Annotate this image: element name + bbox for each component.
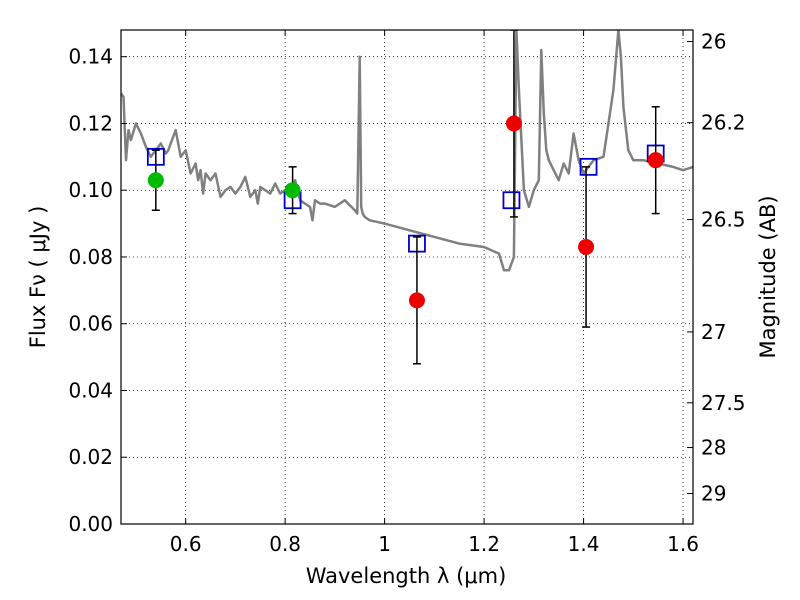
mag-tick-label: 26 (701, 30, 726, 54)
synthetic-photometry-square (579, 157, 598, 176)
mag-tick-label: 26.2 (701, 111, 746, 135)
right-axis-label: Magnitude (AB) (756, 195, 780, 358)
x-tick-label: 1.2 (468, 532, 500, 556)
mag-tick-label: 29 (701, 482, 726, 506)
observed-data-point (647, 152, 664, 169)
observed-data-point (408, 292, 425, 309)
mag-tick-label: 27.5 (701, 391, 746, 415)
plot-border (120, 29, 694, 525)
mag-tick-label: 28 (701, 436, 726, 460)
x-tick-label: 1 (378, 532, 391, 556)
model-spectrum-line (121, 30, 693, 272)
y-tick-label: 0.08 (68, 245, 113, 269)
grid-layer (121, 30, 693, 524)
mag-tick-label: 26.5 (701, 208, 746, 232)
y-tick-label: 0.06 (68, 312, 113, 336)
y-tick-label: 0.04 (68, 378, 113, 402)
y-tick-label: 0.14 (68, 45, 113, 69)
x-tick-label: 1.6 (667, 532, 699, 556)
observed-data-point (284, 182, 301, 199)
observed-data-point (578, 238, 595, 255)
y-tick-label: 0.02 (68, 445, 113, 469)
y-tick-label: 0.10 (68, 178, 113, 202)
plot-frame (120, 29, 694, 525)
x-axis-label: Wavelength λ (μm) (306, 564, 507, 588)
observed-data-point (505, 115, 522, 132)
x-tick-label: 0.8 (269, 532, 301, 556)
synthetic-photometry-square (502, 191, 521, 210)
tick-layer: 0.6 0.8 1 1.2 1.4 1.6 0.00 0.02 0.04 0.06 0.08 0.10… (68, 30, 745, 556)
series-layer (121, 30, 693, 365)
y-tick-label: 0.12 (68, 111, 113, 135)
y-axis-label: Flux Fν ( μJy ) (26, 206, 50, 349)
y-tick-label: 0.00 (68, 512, 113, 536)
x-tick-label: 1.4 (568, 532, 600, 556)
mag-tick-label: 27 (701, 320, 726, 344)
x-tick-label: 0.6 (170, 532, 202, 556)
observed-data-point (147, 172, 164, 189)
